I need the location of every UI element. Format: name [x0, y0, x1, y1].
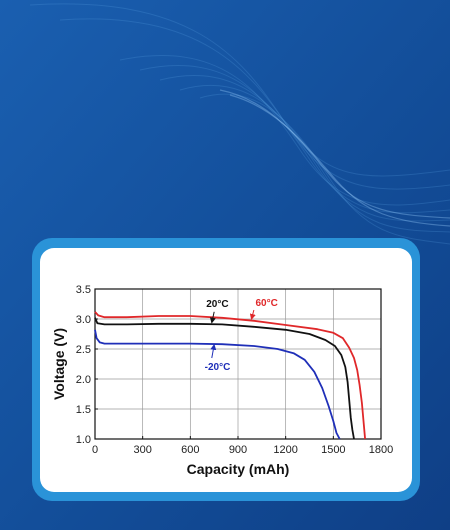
x-tick-label: 1800 [369, 444, 393, 456]
y-tick-label: 2.5 [76, 344, 91, 356]
y-tick-label: 3.0 [76, 314, 91, 326]
discharge-chart: 0 300 600 900 1200 1500 1800 1.0 1.5 2.0 2.5 3.0 3.5… [51, 284, 393, 477]
y-axis-title: Voltage (V) [51, 328, 67, 400]
y-tick-label: 1.0 [76, 434, 91, 446]
y-tick-label: 3.5 [76, 284, 91, 296]
annotation-label: -20°C [205, 362, 231, 373]
annotation-arrow [249, 309, 256, 320]
x-tick-label: 1200 [273, 444, 297, 456]
x-tick-label: 0 [92, 444, 98, 456]
x-axis-title: Capacity (mAh) [187, 461, 290, 477]
annotation-label: 20°C [206, 299, 228, 310]
series-line-20C [94, 317, 355, 440]
annotation-label: 60°C [255, 298, 277, 309]
y-tick-label: 2.0 [76, 374, 91, 386]
x-tick-label: 1500 [321, 444, 345, 456]
series-line--20C [94, 329, 341, 440]
series-line-60C [94, 311, 366, 440]
x-tick-label: 900 [229, 444, 247, 456]
x-tick-label: 600 [181, 444, 199, 456]
annotation-arrow [209, 311, 216, 324]
annotation-arrow [210, 343, 217, 359]
y-tick-label: 1.5 [76, 404, 91, 416]
x-tick-label: 300 [133, 444, 151, 456]
